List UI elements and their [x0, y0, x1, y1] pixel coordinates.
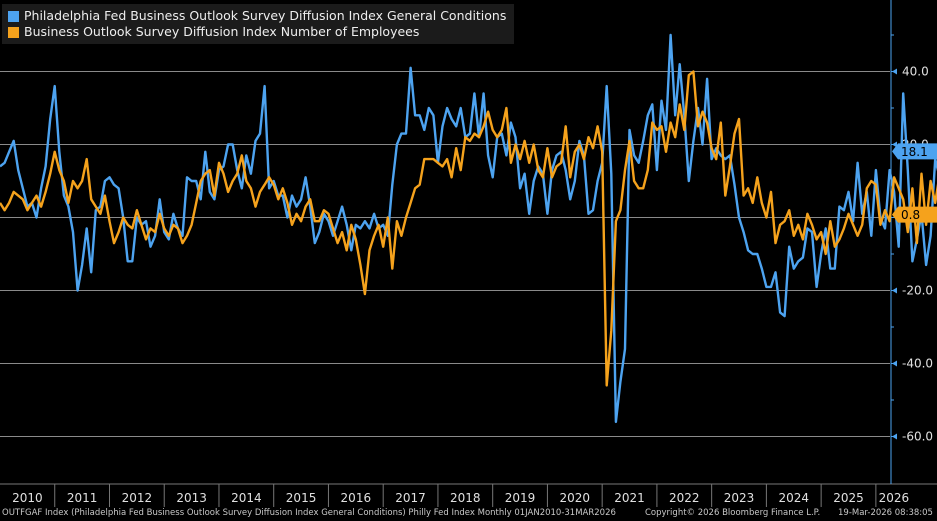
legend-entry-general-conditions: Philadelphia Fed Business Outlook Survey…	[8, 8, 506, 24]
x-tick-label: 2018	[450, 491, 481, 505]
legend-entry-employees: Business Outlook Survey Diffusion Index …	[8, 24, 506, 40]
x-tick-label: 2014	[231, 491, 262, 505]
footer-timestamp: 19-Mar-2026 08:38:05	[838, 508, 933, 518]
x-tick-label: 2021	[614, 491, 645, 505]
series-line-employees	[0, 70, 937, 387]
series-lines	[0, 33, 937, 424]
gridlines	[0, 71, 890, 437]
x-tick-label: 2023	[724, 491, 755, 505]
legend-swatch-orange	[8, 26, 19, 38]
y-tick-label: -20.0	[902, 284, 933, 298]
last-value-flag	[892, 143, 937, 160]
x-tick-label: 2022	[669, 491, 700, 505]
y-tick-arrow	[892, 433, 897, 440]
legend-label: Philadelphia Fed Business Outlook Survey…	[24, 8, 507, 23]
legend: Philadelphia Fed Business Outlook Survey…	[2, 4, 515, 44]
x-tick-label: 2020	[560, 491, 591, 505]
x-tick-label: 2019	[505, 491, 536, 505]
y-tick-arrow	[892, 141, 897, 148]
y-tick-label: 40.0	[902, 65, 929, 79]
footer-copyright: Copyright© 2026 Bloomberg Finance L.P.	[645, 508, 821, 518]
x-axis-band	[0, 484, 937, 507]
x-tick-label: 2016	[341, 491, 372, 505]
last-value-labels: 18.1 0.8	[892, 143, 937, 223]
y-tick-label: -40.0	[902, 357, 933, 371]
x-tick-label: 2011	[67, 491, 98, 505]
series-line-general-conditions	[0, 33, 937, 424]
y-tick-arrow	[892, 360, 897, 367]
legend-label: Business Outlook Survey Diffusion Index …	[24, 24, 420, 39]
x-tick-label: 2025	[833, 491, 864, 505]
x-tick-label: 2012	[122, 491, 153, 505]
x-tick-label: 2010	[12, 491, 43, 505]
y-tick-arrow	[892, 68, 897, 75]
last-value-label: 18.1	[901, 145, 928, 159]
last-value-label: 0.8	[901, 208, 920, 222]
footer-source: OUTFGAF Index (Philadelphia Fed Business…	[2, 508, 616, 518]
x-tick-label: 2013	[176, 491, 207, 505]
legend-swatch-blue	[8, 10, 19, 22]
x-tick-label: 2026	[879, 491, 910, 505]
y-tick-label: -60.0	[902, 430, 933, 444]
x-tick-label: 2024	[778, 491, 809, 505]
x-axis: 2010 2011 2012 2013 2014 2015 2016 2017 2018 2019…	[0, 483, 937, 507]
y-tick-arrow	[892, 287, 897, 294]
x-tick-label: 2017	[395, 491, 426, 505]
x-tick-label: 2015	[286, 491, 317, 505]
footer: OUTFGAF Index (Philadelphia Fed Business…	[0, 507, 937, 521]
last-value-flag	[892, 206, 937, 223]
